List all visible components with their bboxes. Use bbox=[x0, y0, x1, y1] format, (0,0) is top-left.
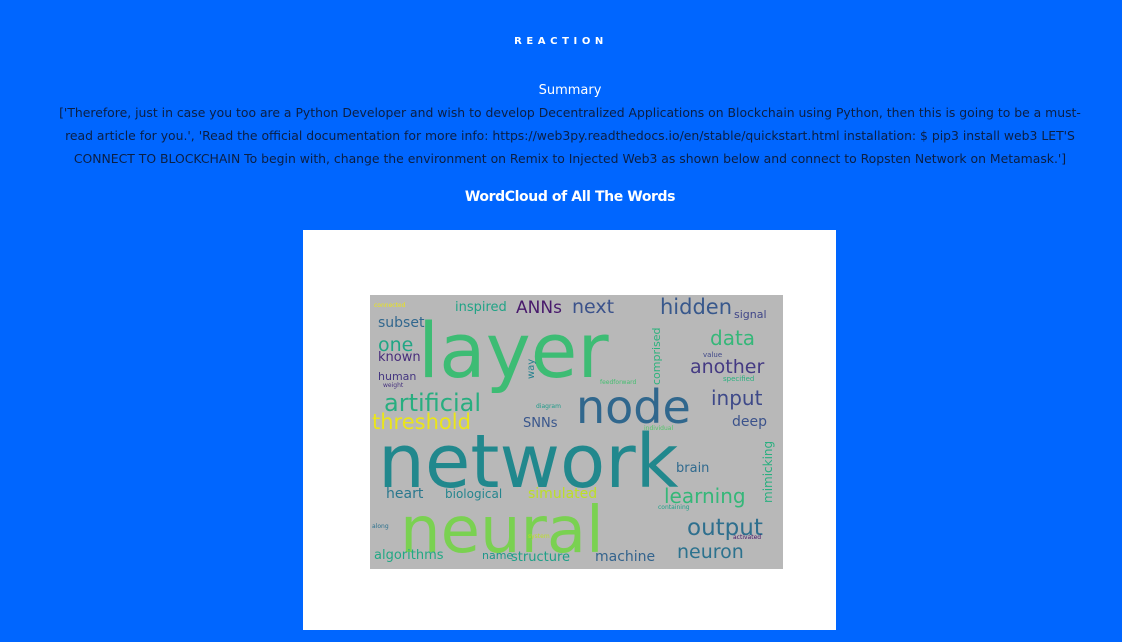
wordcloud-frame: layer network neural node artificial thr… bbox=[303, 230, 836, 630]
wc-word: inspired bbox=[455, 300, 507, 315]
wc-word: algorithms bbox=[374, 548, 444, 563]
wc-word: containing bbox=[658, 504, 690, 511]
wc-word: feedforward bbox=[600, 379, 636, 386]
wc-word: system bbox=[528, 533, 550, 540]
wc-word: layer bbox=[418, 306, 609, 395]
wc-word: hidden bbox=[660, 295, 732, 319]
section-label: REACTION bbox=[514, 36, 608, 47]
wc-word: next bbox=[572, 296, 614, 318]
wc-word: one bbox=[378, 334, 413, 356]
wc-word: specified bbox=[723, 375, 754, 383]
wc-word: comprised bbox=[650, 327, 663, 385]
wc-word: structure bbox=[511, 550, 570, 565]
wc-word: signal bbox=[734, 308, 767, 321]
wc-word: ANNs bbox=[516, 298, 562, 318]
wc-word: learning bbox=[664, 484, 746, 508]
wc-word: along bbox=[372, 523, 389, 530]
wc-word: subset bbox=[378, 315, 425, 331]
wc-word: human bbox=[378, 370, 416, 383]
wc-word: another bbox=[690, 356, 764, 378]
wc-word: name bbox=[482, 549, 513, 562]
wc-word: simulated bbox=[528, 486, 597, 502]
wc-word: output bbox=[687, 515, 763, 541]
wc-word: input bbox=[711, 386, 763, 410]
wc-word: machine bbox=[595, 549, 655, 565]
wc-word: biological bbox=[445, 487, 502, 501]
wc-word: diagram bbox=[536, 403, 561, 410]
summary-text: ['Therefore, just in case you too are a … bbox=[59, 105, 1081, 166]
wc-word: connected bbox=[374, 302, 406, 309]
wc-word: deep bbox=[732, 414, 767, 430]
wc-word: network bbox=[378, 419, 679, 505]
wc-word: weight bbox=[383, 382, 404, 389]
wc-word: value bbox=[703, 351, 722, 359]
wc-word: artificial bbox=[384, 389, 481, 417]
wc-word: node bbox=[576, 380, 691, 434]
wc-word: heart bbox=[386, 486, 424, 502]
wc-word: neural bbox=[400, 494, 604, 568]
wc-word: known bbox=[378, 350, 421, 365]
wc-word: brain bbox=[676, 461, 709, 476]
wc-word: SNNs bbox=[523, 416, 558, 431]
summary-heading: Summary bbox=[538, 83, 602, 98]
wc-word: mimicking bbox=[761, 441, 775, 503]
wordcloud-image: layer network neural node artificial thr… bbox=[370, 295, 783, 569]
wc-word: individual bbox=[644, 425, 673, 432]
wc-word: neuron bbox=[677, 541, 744, 563]
wc-word: threshold bbox=[372, 410, 471, 434]
wordcloud-title: WordCloud of All The Words bbox=[464, 189, 676, 205]
wc-word: data bbox=[710, 326, 755, 350]
wc-word: way bbox=[526, 359, 537, 379]
wc-word: activated bbox=[733, 534, 761, 541]
